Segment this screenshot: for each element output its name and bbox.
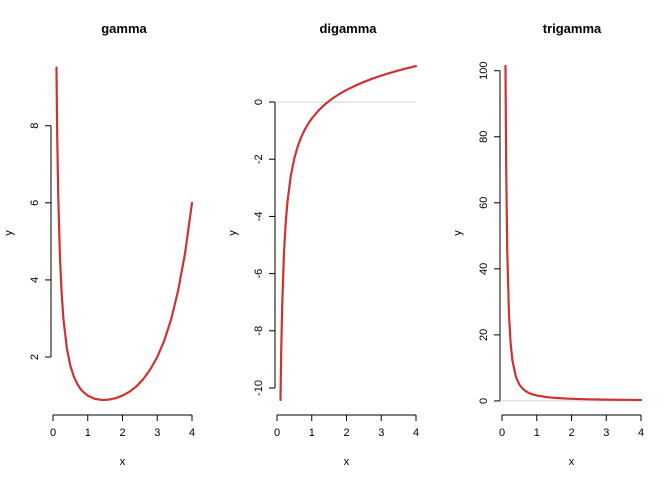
y-axis-title: y — [227, 230, 239, 236]
x-tick-label: 1 — [85, 427, 91, 439]
panel-title: trigamma — [543, 21, 602, 36]
x-tick-label: 1 — [309, 427, 315, 439]
x-tick-label: 0 — [274, 427, 280, 439]
x-tick-label: 2 — [343, 427, 349, 439]
x-axis-title: x — [569, 456, 575, 468]
x-axis-title: x — [344, 456, 350, 468]
x-tick-label: 3 — [603, 427, 609, 439]
y-tick-label: 20 — [478, 329, 490, 341]
x-tick-label: 2 — [119, 427, 125, 439]
panel-title: digamma — [319, 21, 377, 36]
y-tick-label: 100 — [478, 62, 490, 80]
y-tick-label: -2 — [253, 154, 265, 164]
y-tick-label: 40 — [478, 263, 490, 275]
y-axis-title: y — [3, 230, 15, 236]
y-axis-title: y — [452, 230, 464, 236]
panel-gamma: gamma 0 1 2 3 4 2 4 6 8 x y — [3, 21, 195, 468]
x-tick-label: 3 — [154, 427, 160, 439]
x-tick-label: 0 — [499, 427, 505, 439]
y-tick-label: -10 — [253, 380, 265, 396]
x-tick-label: 4 — [413, 427, 419, 439]
plot-area: 0 1 2 3 4 -10 -8 -6 -4 -2 0 x y — [227, 65, 419, 468]
y-tick-label: 6 — [29, 200, 41, 206]
panel-title: gamma — [101, 21, 147, 36]
y-tick-label: -8 — [253, 326, 265, 336]
y-tick-label: -4 — [253, 212, 265, 222]
plot-area: 0 1 2 3 4 2 4 6 8 x y — [3, 66, 195, 468]
y-tick-label: 2 — [29, 354, 41, 360]
y-tick-label: 0 — [253, 99, 265, 105]
series-line — [279, 65, 418, 402]
y-tick-label: -6 — [253, 269, 265, 279]
x-tick-label: 1 — [534, 427, 540, 439]
panel-digamma: digamma 0 1 2 3 4 -10 -8 -6 -4 -2 0 x y — [227, 21, 419, 468]
x-tick-label: 2 — [568, 427, 574, 439]
series-line — [504, 64, 643, 402]
y-tick-label: 0 — [478, 398, 490, 404]
x-axis-title: x — [120, 456, 126, 468]
y-tick-label: 80 — [478, 131, 490, 143]
x-tick-label: 3 — [378, 427, 384, 439]
y-tick-label: 8 — [29, 123, 41, 129]
y-tick-label: 4 — [29, 277, 41, 283]
y-tick-label: 60 — [478, 197, 490, 209]
x-tick-label: 4 — [638, 427, 644, 439]
x-tick-label: 4 — [189, 427, 195, 439]
x-tick-label: 0 — [50, 427, 56, 439]
series-line — [55, 66, 194, 402]
